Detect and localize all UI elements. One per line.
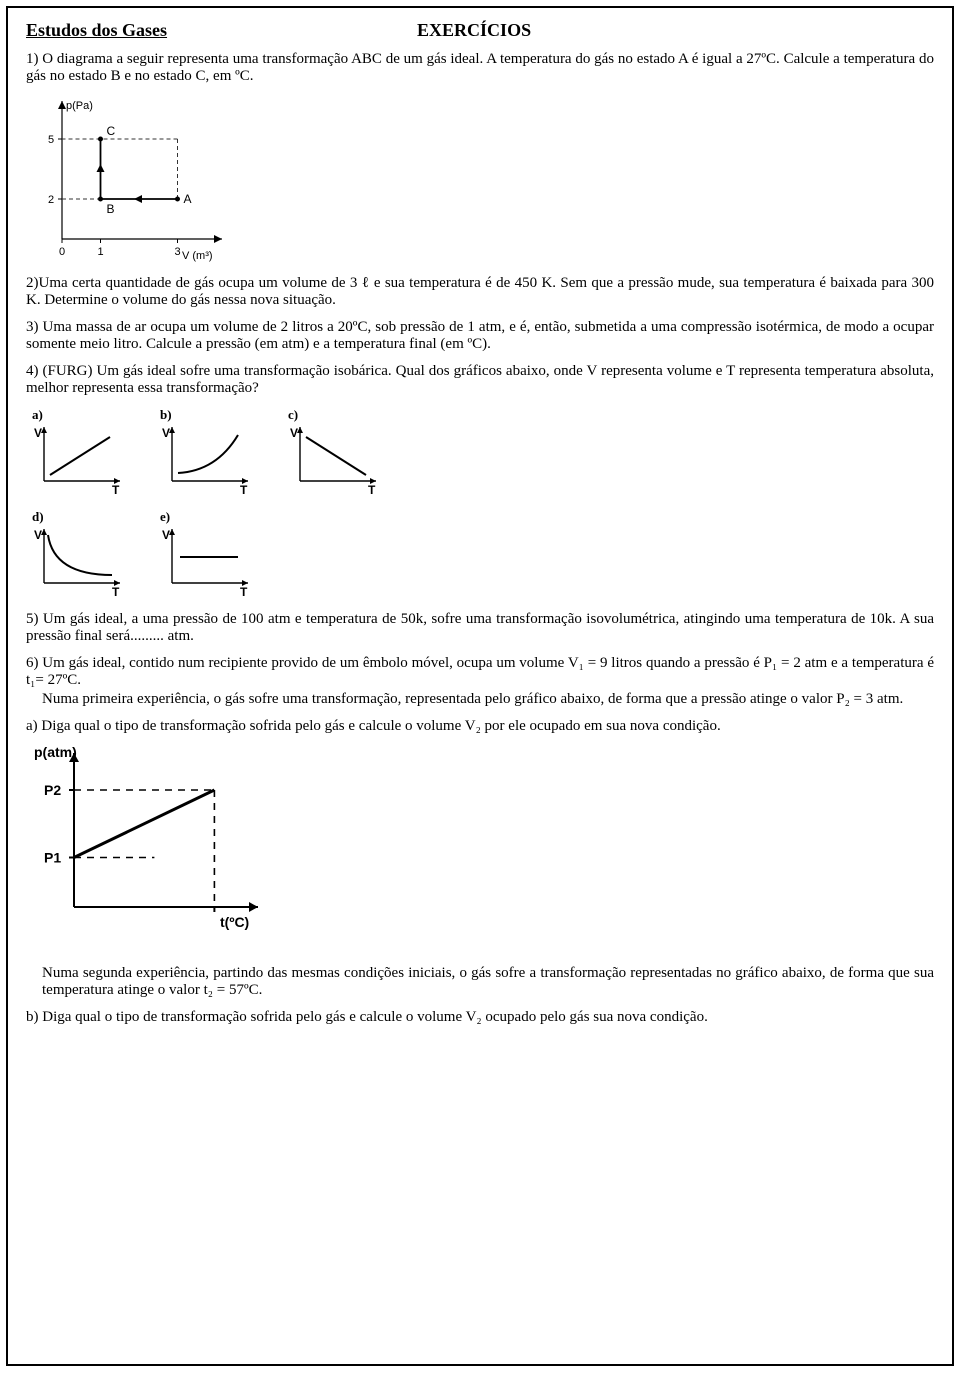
q4-opt-b: b) VT (160, 407, 250, 495)
q4-opt-a-label: a) (32, 407, 122, 423)
svg-text:T: T (368, 483, 376, 495)
svg-text:V: V (34, 426, 42, 440)
svg-text:V (m³): V (m³) (182, 250, 213, 262)
q3-text: 3) Uma massa de ar ocupa um volume de 2 … (26, 319, 934, 353)
svg-text:T: T (240, 585, 248, 597)
q4-opt-a: a) VT (32, 407, 122, 495)
header-row: Estudos dos Gases EXERCÍCIOS (26, 20, 934, 41)
q4-text: 4) (FURG) Um gás ideal sofre uma transfo… (26, 363, 934, 397)
svg-text:A: A (184, 192, 192, 206)
q4-opt-e: e) VT (160, 509, 250, 597)
svg-text:t(ºC): t(ºC) (220, 914, 249, 930)
q4-opt-d: d) VT (32, 509, 122, 597)
q4-options-row1: a) VT b) VT c) VT (32, 407, 934, 495)
svg-text:T: T (240, 483, 248, 495)
svg-text:T: T (112, 585, 120, 597)
q6-text2: Numa primeira experiência, o gás sofre u… (42, 691, 934, 708)
svg-text:2: 2 (48, 194, 54, 206)
svg-text:p(Pa): p(Pa) (66, 100, 93, 112)
svg-text:0: 0 (59, 246, 65, 258)
svg-text:P2: P2 (44, 782, 61, 798)
q4-chart-a: VT (32, 425, 122, 495)
svg-text:p(atm): p(atm) (34, 745, 77, 760)
svg-text:V: V (162, 426, 170, 440)
q1-chart: p(Pa) V (m³) 0 1 3 2 5 A B C (26, 95, 934, 265)
q4-opt-c-label: c) (288, 407, 378, 423)
page: Estudos dos Gases EXERCÍCIOS 1) O diagra… (6, 6, 954, 1366)
q6-chart: p(atm) t(ºC) P1 P2 (26, 745, 934, 935)
svg-text:B: B (107, 202, 115, 216)
svg-text:C: C (107, 124, 116, 138)
q4-chart-d: VT (32, 527, 122, 597)
q4-options-row2: d) VT e) VT (32, 509, 934, 597)
q4-chart-b: VT (160, 425, 250, 495)
svg-text:3: 3 (175, 246, 181, 258)
q1-svg: p(Pa) V (m³) 0 1 3 2 5 A B C (26, 95, 226, 265)
q6-partB: b) Diga qual o tipo de transformação sof… (26, 1009, 934, 1026)
svg-text:P1: P1 (44, 850, 61, 866)
svg-text:1: 1 (98, 246, 104, 258)
header-exercicios: EXERCÍCIOS (417, 20, 531, 41)
q2-text: 2)Uma certa quantidade de gás ocupa um v… (26, 275, 934, 309)
svg-text:5: 5 (48, 134, 54, 146)
q4-chart-e: VT (160, 527, 250, 597)
q6-text3: Numa segunda experiência, partindo das m… (42, 965, 934, 999)
svg-text:T: T (112, 483, 120, 495)
q4-opt-e-label: e) (160, 509, 250, 525)
q4-chart-c: VT (288, 425, 378, 495)
q6-partA: a) Diga qual o tipo de transformação sof… (26, 718, 934, 735)
q5-text: 5) Um gás ideal, a uma pressão de 100 at… (26, 611, 934, 645)
page-title: Estudos dos Gases (26, 20, 167, 41)
q6-svg: p(atm) t(ºC) P1 P2 (26, 745, 266, 935)
q4-opt-c: c) VT (288, 407, 378, 495)
q1-text: 1) O diagrama a seguir representa uma tr… (26, 51, 934, 85)
q4-opt-b-label: b) (160, 407, 250, 423)
svg-text:V: V (34, 528, 42, 542)
svg-text:V: V (290, 426, 298, 440)
q4-opt-d-label: d) (32, 509, 122, 525)
q6-text1: 6) Um gás ideal, contido num recipiente … (26, 655, 934, 689)
svg-text:V: V (162, 528, 170, 542)
